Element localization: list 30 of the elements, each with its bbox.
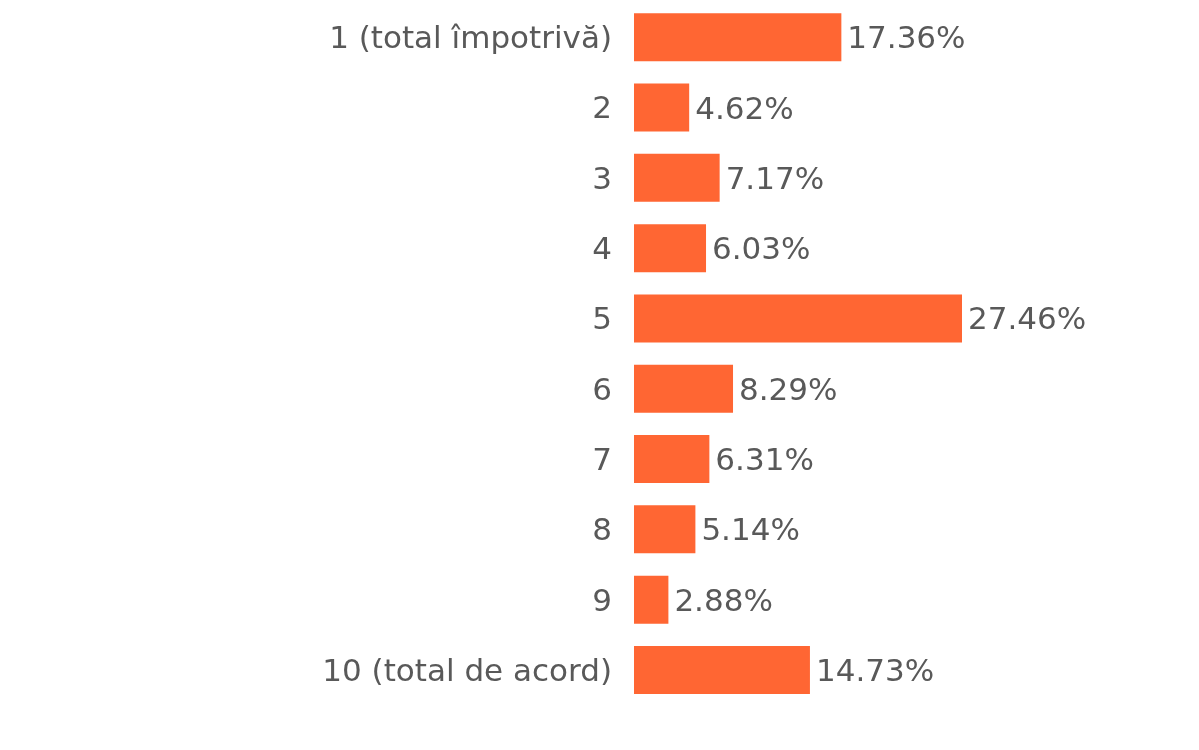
bar — [634, 435, 710, 484]
y-tick-label: 7 — [592, 440, 612, 477]
bar — [634, 153, 720, 202]
data-label: 17.36% — [847, 19, 966, 56]
data-label: 7.17% — [725, 159, 825, 196]
bar — [634, 505, 696, 554]
data-label: 27.46% — [968, 300, 1087, 337]
bar — [634, 83, 690, 132]
bar — [634, 575, 669, 624]
data-label: 6.03% — [712, 230, 811, 267]
data-label: 5.14% — [701, 511, 800, 548]
bar — [634, 294, 962, 343]
y-tick-label: 2 — [592, 89, 612, 126]
data-label: 6.31% — [715, 441, 814, 478]
data-label: 2.88% — [674, 581, 773, 618]
y-tick-label: 10 (total de acord) — [322, 651, 612, 688]
y-tick-label: 5 — [592, 300, 612, 337]
bar — [634, 224, 707, 273]
bar — [634, 364, 734, 413]
y-tick-label: 1 (total împotrivă) — [329, 19, 612, 56]
y-tick-label: 9 — [592, 581, 612, 618]
bar — [634, 645, 810, 694]
y-tick-label: 6 — [592, 370, 612, 407]
data-label: 8.29% — [739, 370, 838, 407]
y-tick-label: 4 — [592, 230, 612, 267]
data-label: 14.73% — [815, 651, 935, 688]
data-label: 4.62% — [695, 89, 794, 126]
y-tick-label: 8 — [592, 511, 612, 548]
bar — [634, 13, 842, 62]
y-tick-label: 3 — [592, 159, 612, 196]
